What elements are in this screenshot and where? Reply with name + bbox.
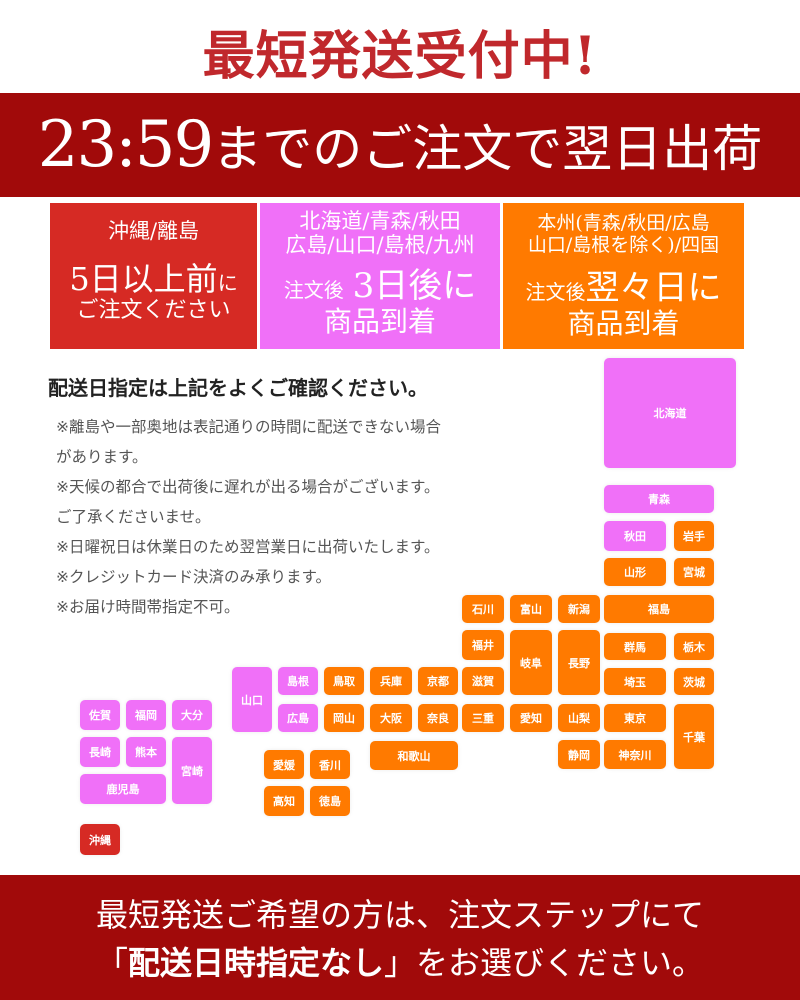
prefecture-tile: 岐阜 <box>510 630 552 695</box>
prefecture-tile: 広島 <box>278 704 318 732</box>
prefecture-tile: 岡山 <box>324 704 364 732</box>
prefecture-tile: 大阪 <box>370 704 412 732</box>
zone-suffix: に <box>217 271 238 296</box>
prefecture-tile: 香川 <box>310 750 350 779</box>
prefecture-tile: 兵庫 <box>370 667 412 695</box>
prefecture-tile: 新潟 <box>558 595 600 623</box>
prefecture-tile: 長崎 <box>80 737 120 767</box>
footer-line-1: 最短発送ご希望の方は、注文ステップにて <box>95 896 704 934</box>
cutoff-banner: 23:59までのご注文で翌日出荷 <box>0 93 800 197</box>
prefecture-tile: 三重 <box>462 704 504 732</box>
prefecture-tile: 愛媛 <box>264 750 304 779</box>
page-title: 最短発送受付中! <box>202 26 598 87</box>
prefecture-tile: 千葉 <box>674 704 714 769</box>
zone-lead-time: 3日後に <box>352 266 477 307</box>
note-line: ※日曜祝日は休業日のため翌営業日に出荷いたします。 <box>56 538 440 556</box>
zone-regions-1: 北海道/青森/秋田 <box>299 209 461 233</box>
prefecture-tile: 福島 <box>604 595 714 623</box>
prefecture-tile: 山形 <box>604 558 666 586</box>
prefecture-tile: 神奈川 <box>604 740 666 769</box>
prefecture-tile: 奈良 <box>418 704 458 732</box>
cutoff-time: 23:59 <box>37 108 214 182</box>
zone-regions-1: 本州(青森/秋田/広島 <box>537 212 710 234</box>
prefecture-tile: 熊本 <box>126 737 166 767</box>
note-line: があります。 <box>56 448 148 466</box>
prefecture-tile: 群馬 <box>604 633 666 660</box>
prefecture-tile: 佐賀 <box>80 700 120 730</box>
prefecture-tile: 福井 <box>462 630 504 660</box>
prefecture-tile: 埼玉 <box>604 668 666 695</box>
prefecture-tile: 福岡 <box>126 700 166 730</box>
prefecture-tile: 石川 <box>462 595 504 623</box>
cutoff-text: までのご注文で翌日出荷 <box>212 120 763 178</box>
prefecture-tile: 和歌山 <box>370 741 458 770</box>
prefecture-tile: 沖縄 <box>80 824 120 855</box>
zone-regions-2: 山口/島根を除く)/四国 <box>527 233 720 256</box>
zone-prefix: 注文後 <box>283 278 344 303</box>
prefecture-tile: 北海道 <box>604 358 736 468</box>
prefecture-tile: 茨城 <box>674 668 714 695</box>
prefecture-tile: 宮崎 <box>172 737 212 804</box>
prefecture-tile: 青森 <box>604 485 714 513</box>
footer-line-2: をお選びください。 <box>416 944 705 982</box>
prefecture-tile: 徳島 <box>310 786 350 816</box>
quote-open: 「 <box>95 944 128 982</box>
zone-card-orange: 本州(青森/秋田/広島 山口/島根を除く)/四国 注文後翌々日に 商品到着 <box>503 203 744 349</box>
prefecture-tile: 静岡 <box>558 740 600 769</box>
footer-highlight: 配送日時指定なし <box>127 944 384 982</box>
prefecture-tile: 富山 <box>510 595 552 623</box>
zone-card-okinawa: 沖縄/離島 5日以上前に ご注文ください <box>50 203 257 349</box>
note-line: ご了承くださいませ。 <box>56 508 211 526</box>
prefecture-tile: 滋賀 <box>462 667 504 695</box>
zone-regions-2: 広島/山口/島根/九州 <box>285 233 475 258</box>
prefecture-tile: 山口 <box>232 667 272 732</box>
prefecture-tile: 栃木 <box>674 633 714 660</box>
zone-prefix: 注文後 <box>525 279 586 304</box>
prefecture-tile: 高知 <box>264 786 304 816</box>
footer-banner: 最短発送ご希望の方は、注文ステップにて 「配送日時指定なし」をお選びください。 <box>0 875 800 1000</box>
zone-card-pink: 北海道/青森/秋田 広島/山口/島根/九州 注文後 3日後に 商品到着 <box>260 203 500 349</box>
note-line: ※お届け時間帯指定不可。 <box>56 598 240 616</box>
quote-close: 」 <box>384 944 417 982</box>
prefecture-tile: 山梨 <box>558 704 600 732</box>
prefecture-tile: 岩手 <box>674 521 714 551</box>
zone-lead-time: 翌々日に <box>585 267 722 308</box>
prefecture-tile: 東京 <box>604 704 666 732</box>
prefecture-tile: 鹿児島 <box>80 774 166 804</box>
note-line: ※離島や一部奥地は表記通りの時間に配送できない場合 <box>56 418 441 436</box>
prefecture-tile: 秋田 <box>604 521 666 551</box>
prefecture-tile: 宮城 <box>674 558 714 586</box>
prefecture-tile: 島根 <box>278 667 318 695</box>
zone-regions: 沖縄/離島 <box>107 219 200 243</box>
prefecture-tile: 愛知 <box>510 704 552 732</box>
notes-title: 配送日指定は上記をよくご確認ください。 <box>48 376 428 400</box>
prefecture-tile: 長野 <box>558 630 600 695</box>
zone-arrival: 商品到着 <box>567 306 680 340</box>
zone-lead-time: 5日以上前 <box>69 260 218 299</box>
note-line: ※クレジットカード決済のみ承ります。 <box>56 568 331 586</box>
zone-instruction: ご注文ください <box>76 297 231 323</box>
prefecture-tile: 鳥取 <box>324 667 364 695</box>
note-line: ※天候の都合で出荷後に遅れが出る場合がございます。 <box>56 478 440 496</box>
prefecture-tile: 大分 <box>172 700 212 730</box>
prefecture-tile: 京都 <box>418 667 458 695</box>
zone-arrival: 商品到着 <box>323 305 436 339</box>
notes-list: ※離島や一部奥地は表記通りの時間に配送できない場合 があります。 ※天候の都合で… <box>56 412 441 622</box>
